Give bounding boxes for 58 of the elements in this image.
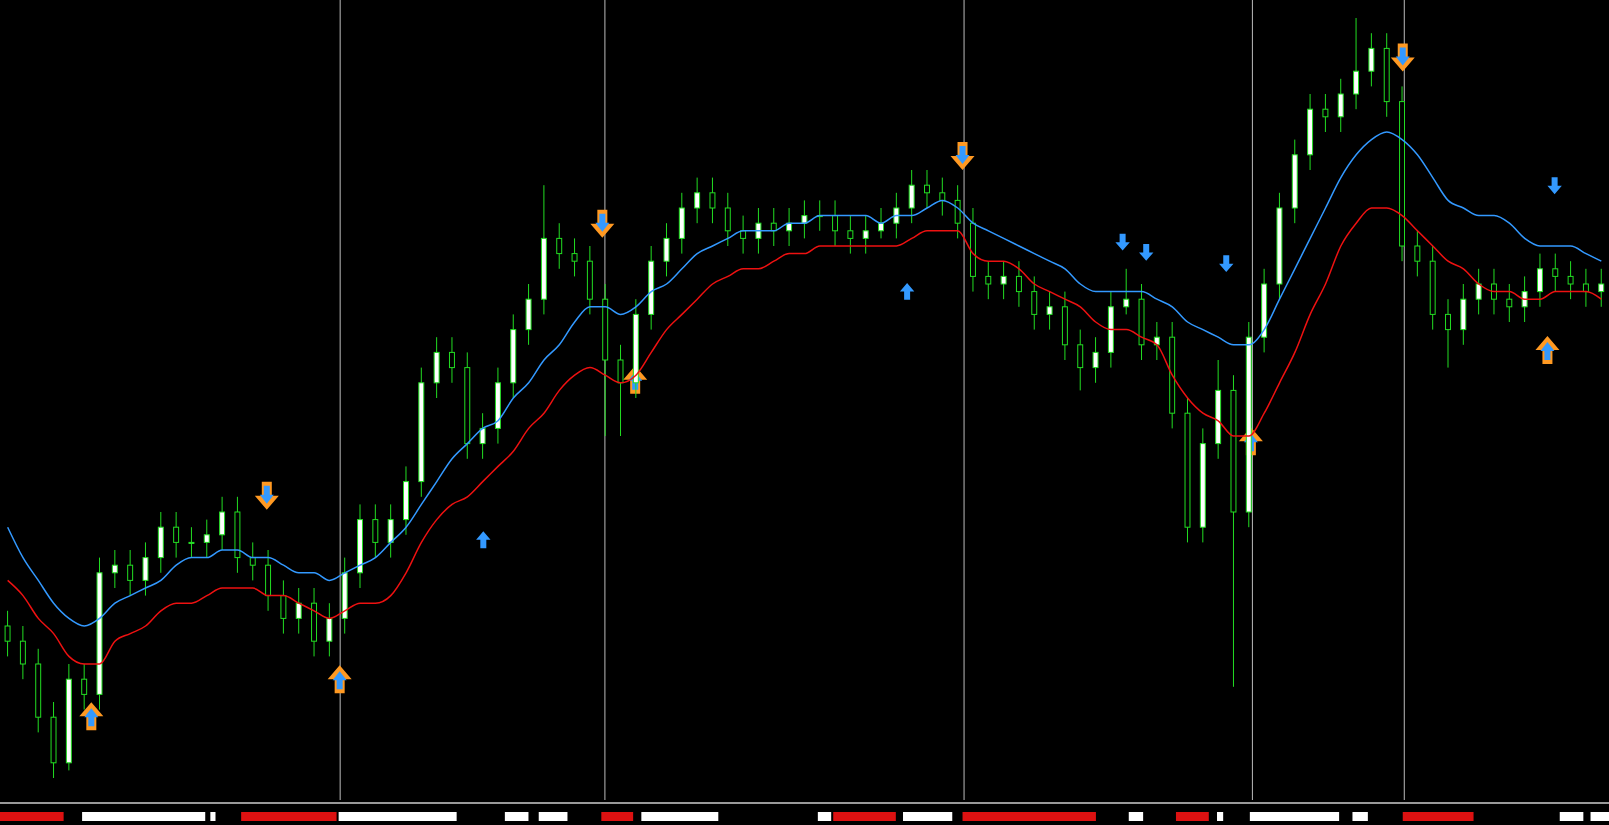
candlestick bbox=[709, 177, 716, 224]
candlestick bbox=[1567, 260, 1574, 300]
candlestick bbox=[1552, 253, 1559, 293]
candlestick bbox=[1123, 268, 1130, 315]
candlestick bbox=[1506, 283, 1513, 323]
candlestick bbox=[1475, 268, 1482, 315]
candlestick bbox=[1015, 260, 1022, 308]
candlestick bbox=[862, 215, 869, 255]
candlestick bbox=[1491, 268, 1497, 315]
candlestick bbox=[173, 511, 180, 559]
candlestick bbox=[1582, 268, 1589, 308]
candlestick bbox=[249, 541, 256, 581]
candlestick bbox=[387, 503, 394, 559]
candlestick bbox=[81, 663, 88, 711]
candlestick bbox=[801, 199, 808, 239]
candlestick bbox=[1445, 298, 1451, 369]
candlestick bbox=[939, 177, 946, 217]
candlestick bbox=[663, 222, 670, 277]
candlestick bbox=[1322, 93, 1329, 133]
candlestick bbox=[1414, 230, 1421, 277]
candlestick bbox=[326, 602, 333, 657]
candlestick bbox=[893, 192, 900, 239]
candlestick bbox=[832, 199, 839, 247]
candlestick bbox=[724, 192, 731, 247]
candlestick bbox=[954, 184, 961, 239]
candlestick bbox=[1337, 78, 1344, 133]
candlestick bbox=[111, 549, 118, 589]
candlestick bbox=[219, 496, 226, 551]
candlestick bbox=[142, 541, 149, 597]
candlestick bbox=[4, 610, 11, 657]
candlestick bbox=[372, 503, 379, 559]
candlestick bbox=[295, 587, 302, 635]
candlestick bbox=[617, 344, 624, 437]
candlestick bbox=[479, 412, 486, 460]
candlestick bbox=[1353, 18, 1360, 110]
candlestick bbox=[1536, 253, 1543, 308]
candlestick bbox=[1521, 275, 1528, 323]
candlestick bbox=[1092, 336, 1099, 384]
candlestick bbox=[985, 260, 992, 300]
candlestick bbox=[1077, 329, 1084, 391]
candlestick bbox=[847, 215, 854, 255]
candlestick bbox=[694, 177, 701, 224]
candlestick bbox=[1368, 32, 1375, 87]
candlestick bbox=[1046, 291, 1053, 331]
candlestick bbox=[188, 526, 195, 559]
candlestick bbox=[571, 237, 578, 277]
candlestick bbox=[908, 169, 915, 224]
candlestick bbox=[203, 519, 210, 559]
candlestick bbox=[755, 207, 762, 255]
candlestick bbox=[448, 336, 455, 384]
candlestick bbox=[19, 625, 26, 680]
candlestick bbox=[1031, 275, 1038, 331]
candlestick bbox=[556, 222, 563, 270]
candlestick bbox=[127, 549, 134, 597]
candlestick bbox=[280, 579, 287, 635]
candlestick bbox=[924, 169, 930, 209]
candlestick bbox=[1000, 260, 1007, 300]
candlestick bbox=[1598, 268, 1605, 308]
